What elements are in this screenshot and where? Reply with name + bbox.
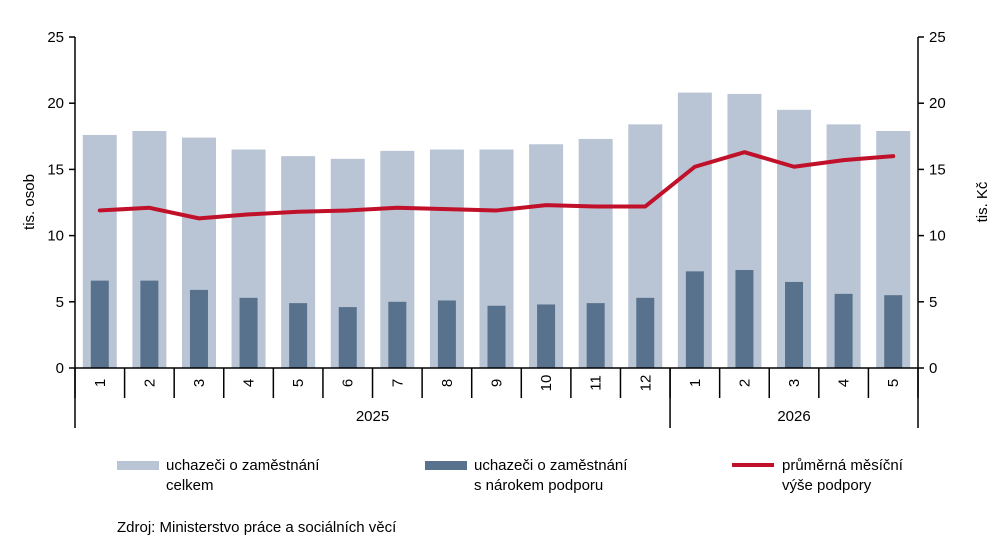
bar-series-benefit [90,270,903,368]
bar-benefit [437,300,456,368]
x-tick-label: 10 [538,375,555,392]
x-tick-label: 7 [389,379,406,387]
x-tick-label: 3 [786,379,803,387]
right-tick-label: 20 [929,95,946,112]
avg-benefit-line [97,150,896,221]
legend-label-avg: průměrná měsíční [782,457,904,474]
bar-benefit [884,295,903,368]
x-tick-label: 11 [588,375,605,391]
bar-benefit [189,289,208,368]
x-tick-label: 9 [489,379,506,387]
bar-benefit [834,293,853,368]
x-tick-label: 12 [637,375,654,392]
bar-benefit [487,305,506,368]
right-tick-label: 15 [929,161,946,178]
line-series-avg-benefit [97,150,896,221]
x-tick-label: 1 [92,379,109,387]
x-tick-label: 5 [290,379,307,387]
x-axis-group-labels: 2025 2026 [74,368,919,428]
legend-label-benefit: uchazeči o zaměstnání [474,457,628,474]
x-group-label: 2025 [356,408,389,425]
bar-benefit [338,307,357,368]
x-axis-ticks: 1 2 3 4 5 6 7 8 9 10 11 12 1 2 3 4 5 [74,368,919,398]
bar-benefit [388,301,407,368]
right-tick-label: 5 [929,294,937,311]
x-tick-label: 2 [141,379,158,387]
source-note: Zdroj: Ministerstvo práce a sociálních v… [117,519,397,536]
x-tick-label: 4 [836,379,853,387]
right-tick-label: 0 [929,360,937,377]
bar-benefit [685,271,704,368]
bar-benefit [239,297,258,368]
bar-benefit [735,270,754,368]
x-tick-label: 6 [340,379,357,387]
left-axis-ticks: 0 5 10 15 20 25 [47,29,75,377]
x-tick-label: 2 [736,379,753,387]
left-tick-label: 15 [47,161,64,178]
legend: uchazeči o zaměstnání celkem uchazeči o … [117,457,904,494]
left-tick-label: 5 [56,294,64,311]
x-tick-label: 3 [191,379,208,387]
legend-label-avg-line2: výše podpory [782,477,872,494]
right-axis-ticks: 0 5 10 15 20 25 [918,29,946,377]
x-tick-label: 8 [439,379,456,387]
left-tick-label: 20 [47,95,64,112]
bar-benefit [289,303,308,368]
x-tick-label: 1 [687,379,704,387]
y-axis-label: tis. osob [21,174,38,230]
legend-label-total-line2: celkem [166,477,214,494]
bar-benefit [586,303,605,368]
bar-benefit [785,281,804,368]
y2-axis-label: tis. Kč [974,181,991,222]
left-tick-label: 10 [47,228,64,245]
legend-swatch-total [117,461,159,470]
legend-label-benefit-line2: s nárokem podporu [474,477,603,494]
x-tick-label: 5 [885,379,902,387]
left-tick-label: 25 [47,29,64,46]
bar-benefit [537,304,556,368]
left-tick-label: 0 [56,360,64,377]
right-tick-label: 10 [929,228,946,245]
axes [74,37,919,369]
bar-benefit [636,297,655,368]
bar-benefit [90,280,109,368]
legend-label-total: uchazeči o zaměstnání [166,457,320,474]
x-group-label: 2026 [777,408,810,425]
legend-swatch-benefit [425,461,467,470]
right-tick-label: 25 [929,29,946,46]
bar-benefit [140,280,159,368]
x-tick-label: 4 [241,379,258,387]
